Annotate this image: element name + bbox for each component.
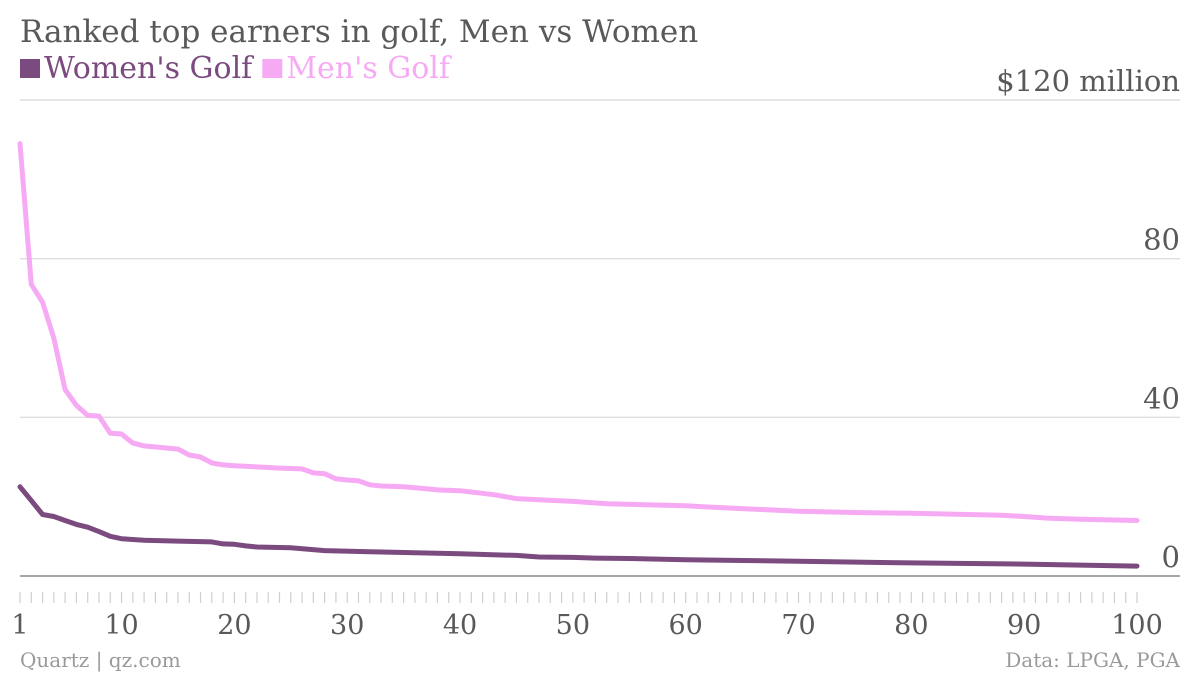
series-lines [17, 141, 1140, 569]
y-tick-label-40: 40 [1143, 381, 1180, 415]
legend-swatch-men-s-golf [262, 59, 283, 78]
x-tick-label-10: 10 [104, 610, 138, 641]
x-tick-label-100: 100 [1111, 610, 1163, 641]
x-tick-label-1: 1 [11, 610, 28, 641]
x-tick-label-90: 90 [1007, 610, 1041, 641]
legend-swatch-women-s-golf [20, 59, 40, 78]
x-tick-label-80: 80 [894, 610, 928, 641]
legend: Women's Golf Men's Golf [20, 51, 452, 86]
x-tick-label-20: 20 [217, 610, 251, 641]
x-tick-label-60: 60 [669, 610, 703, 641]
source-credit: Quartz | qz.com [20, 648, 181, 673]
y-tick-label-0: 0 [1162, 540, 1180, 574]
y-tick-label-80: 80 [1143, 223, 1180, 257]
legend-label-men-s-golf: Men's Golf [286, 51, 452, 86]
y-tick-label-120: $120 million [996, 64, 1180, 98]
y-axis-tick-labels: 0 40 80 $120 million [996, 64, 1180, 574]
series-line-women-s-golf [17, 484, 1140, 569]
chart-title: Ranked top earners in golf, Men vs Women [20, 14, 698, 50]
x-tick-label-70: 70 [781, 610, 815, 641]
x-tick-label-40: 40 [443, 610, 477, 641]
data-source: Data: LPGA, PGA [1005, 648, 1180, 672]
x-tick-label-30: 30 [330, 610, 364, 641]
legend-label-women-s-golf: Women's Golf [44, 51, 254, 86]
series-line-men-s-golf [17, 141, 1140, 523]
gridlines [20, 99, 1180, 577]
x-axis: 1 10 20 30 40 50 60 70 80 90 100 [11, 592, 1163, 641]
x-tick-label-50: 50 [556, 610, 590, 641]
